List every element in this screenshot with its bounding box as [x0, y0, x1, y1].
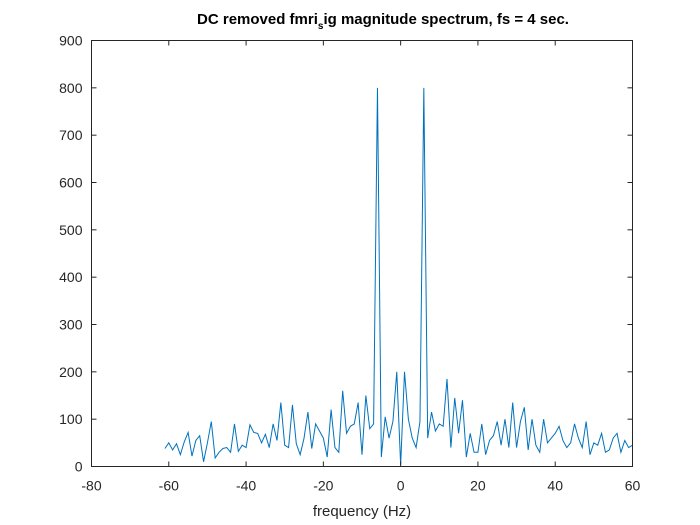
y-tick-label: 500 — [59, 222, 83, 238]
x-tick-label: 20 — [470, 478, 486, 494]
chart-title: DC removed fmrisig magnitude spectrum, f… — [197, 11, 569, 32]
x-axis-label: frequency (Hz) — [313, 503, 411, 520]
y-tick-label: 100 — [59, 411, 83, 427]
series-line — [164, 87, 633, 466]
x-tick-label: 40 — [547, 478, 563, 494]
y-tick-label: 300 — [59, 317, 83, 333]
chart-title-part-2: ig magnitude spectrum, fs = 4 sec. — [323, 11, 569, 28]
y-tick-label: 0 — [75, 459, 83, 475]
plot-area — [91, 40, 633, 467]
x-tick-label: 0 — [397, 478, 405, 494]
x-tick-label: -60 — [159, 478, 179, 494]
x-tick-label: -80 — [81, 478, 101, 494]
x-tick-label: -40 — [236, 478, 256, 494]
series-layer — [164, 87, 633, 466]
y-tick-label: 900 — [59, 33, 83, 49]
x-tick-label: 60 — [625, 478, 641, 494]
y-tick-label: 400 — [59, 269, 83, 285]
x-tick-label: -20 — [313, 478, 333, 494]
y-axis: 0 100 200 300 400 500 600 700 800 900 — [59, 33, 633, 475]
chart-title-subscript: s — [318, 21, 324, 32]
y-tick-label: 200 — [59, 364, 83, 380]
y-tick-label: 600 — [59, 175, 83, 191]
axes-box — [91, 40, 633, 467]
y-tick-label: 700 — [59, 127, 83, 143]
chart-title-part-1: DC removed fmri — [197, 11, 318, 28]
x-axis: -80 -60 -40 -20 0 20 40 60 — [81, 40, 641, 494]
y-tick-label: 800 — [59, 80, 83, 96]
